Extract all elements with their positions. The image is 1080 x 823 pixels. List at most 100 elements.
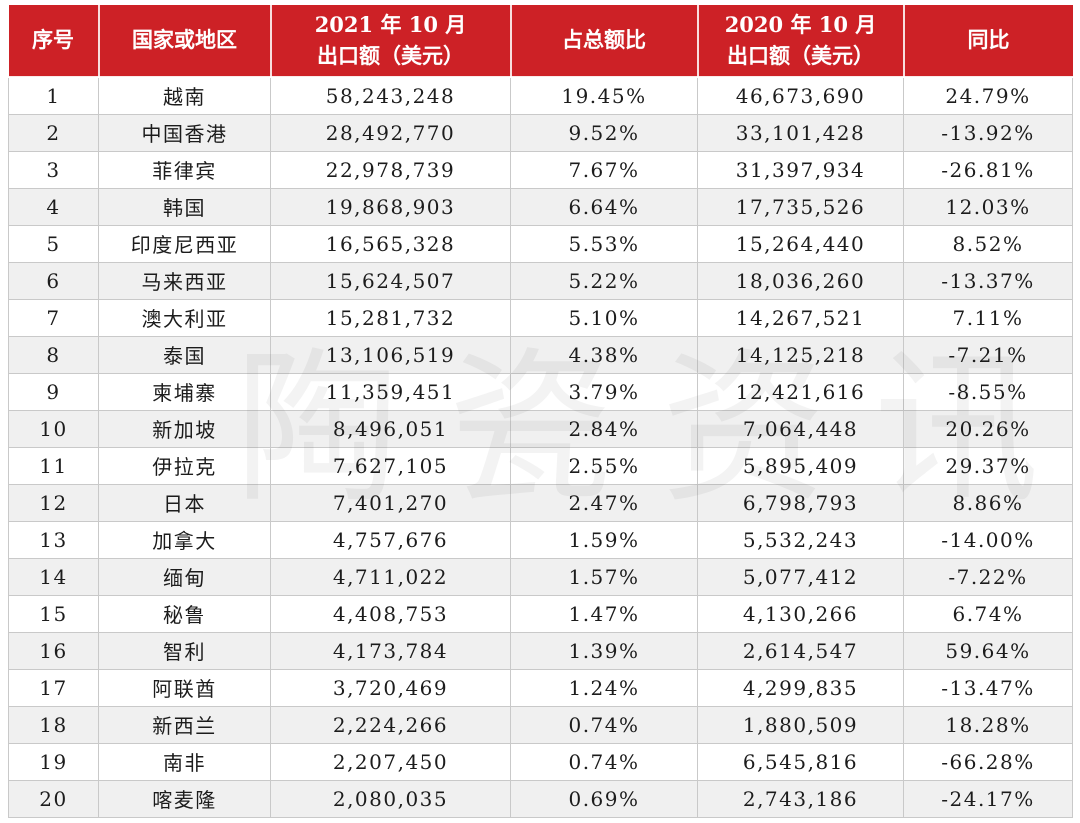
- cell-share: 9.52%: [510, 113, 698, 152]
- cell-export-2020: 6,798,793: [697, 483, 904, 522]
- cell-rank: 8: [8, 335, 99, 374]
- cell-country: 韩国: [98, 187, 271, 226]
- cell-yoy: 29.37%: [903, 446, 1073, 485]
- cell-export-2021: 4,408,753: [270, 594, 511, 633]
- cell-export-2021: 2,224,266: [270, 705, 511, 744]
- table-row: 3 菲律宾 22,978,739 7.67% 31,397,934 -26.81%: [8, 150, 1073, 189]
- cell-country: 智利: [98, 631, 271, 670]
- header-cell-rank: 序号: [8, 5, 100, 78]
- table-row: 12 日本 7,401,270 2.47% 6,798,793 8.86%: [8, 483, 1073, 522]
- cell-rank: 14: [8, 557, 99, 596]
- cell-share: 2.47%: [510, 483, 698, 522]
- cell-country: 日本: [98, 483, 271, 522]
- cell-rank: 11: [8, 446, 99, 485]
- cell-export-2020: 14,267,521: [697, 298, 904, 337]
- cell-export-2020: 33,101,428: [697, 113, 904, 152]
- cell-share: 2.84%: [510, 409, 698, 448]
- header-cell-export-2020-line1: 2020 年 10 月: [724, 12, 877, 38]
- header-cell-share: 占总额比: [510, 5, 699, 78]
- cell-export-2020: 31,397,934: [697, 150, 904, 189]
- cell-export-2020: 2,743,186: [697, 779, 904, 819]
- table-row: 11 伊拉克 7,627,105 2.55% 5,895,409 29.37%: [8, 446, 1073, 485]
- cell-rank: 15: [8, 594, 99, 633]
- cell-yoy: -24.17%: [903, 779, 1073, 819]
- cell-yoy: 12.03%: [903, 187, 1073, 226]
- cell-share: 6.64%: [510, 187, 698, 226]
- cell-export-2021: 2,080,035: [270, 779, 511, 819]
- table-body: 1 越南 58,243,248 19.45% 46,673,690 24.79% 2 中国香港…: [8, 76, 1073, 819]
- header-cell-export-2021: 2021 年 10 月 出口额（美元）: [270, 5, 512, 78]
- cell-yoy: -8.55%: [903, 372, 1073, 411]
- cell-yoy: 24.79%: [903, 76, 1073, 115]
- table-row: 16 智利 4,173,784 1.39% 2,614,547 59.64%: [8, 631, 1073, 670]
- cell-country: 缅甸: [98, 557, 271, 596]
- cell-rank: 9: [8, 372, 99, 411]
- cell-country: 伊拉克: [98, 446, 271, 485]
- cell-country: 马来西亚: [98, 261, 271, 300]
- cell-share: 1.47%: [510, 594, 698, 633]
- cell-yoy: 8.52%: [903, 224, 1073, 263]
- cell-yoy: -13.47%: [903, 668, 1073, 707]
- cell-yoy: 6.74%: [903, 594, 1073, 633]
- cell-export-2020: 18,036,260: [697, 261, 904, 300]
- cell-export-2021: 58,243,248: [270, 76, 511, 115]
- table-row: 19 南非 2,207,450 0.74% 6,545,816 -66.28%: [8, 742, 1073, 781]
- cell-share: 0.74%: [510, 742, 698, 781]
- cell-rank: 10: [8, 409, 99, 448]
- cell-share: 1.24%: [510, 668, 698, 707]
- cell-share: 0.74%: [510, 705, 698, 744]
- table-row: 18 新西兰 2,224,266 0.74% 1,880,509 18.28%: [8, 705, 1073, 744]
- cell-country: 加拿大: [98, 520, 271, 559]
- cell-yoy: -7.21%: [903, 335, 1073, 374]
- cell-export-2021: 2,207,450: [270, 742, 511, 781]
- cell-export-2020: 1,880,509: [697, 705, 904, 744]
- table-row: 15 秘鲁 4,408,753 1.47% 4,130,266 6.74%: [8, 594, 1073, 633]
- cell-country: 新西兰: [98, 705, 271, 744]
- cell-share: 1.59%: [510, 520, 698, 559]
- cell-export-2021: 15,624,507: [270, 261, 511, 300]
- cell-share: 3.79%: [510, 372, 698, 411]
- header-cell-yoy: 同比: [903, 5, 1073, 78]
- cell-export-2021: 28,492,770: [270, 113, 511, 152]
- table-row: 10 新加坡 8,496,051 2.84% 7,064,448 20.26%: [8, 409, 1073, 448]
- table-row: 4 韩国 19,868,903 6.64% 17,735,526 12.03%: [8, 187, 1073, 226]
- cell-yoy: 8.86%: [903, 483, 1073, 522]
- cell-country: 南非: [98, 742, 271, 781]
- cell-export-2021: 16,565,328: [270, 224, 511, 263]
- cell-yoy: -7.22%: [903, 557, 1073, 596]
- cell-share: 19.45%: [510, 76, 698, 115]
- cell-rank: 3: [8, 150, 99, 189]
- cell-export-2020: 5,532,243: [697, 520, 904, 559]
- cell-export-2020: 12,421,616: [697, 372, 904, 411]
- cell-rank: 13: [8, 520, 99, 559]
- cell-rank: 7: [8, 298, 99, 337]
- cell-export-2021: 7,627,105: [270, 446, 511, 485]
- table-row: 1 越南 58,243,248 19.45% 46,673,690 24.79%: [8, 76, 1073, 115]
- cell-rank: 6: [8, 261, 99, 300]
- cell-share: 5.53%: [510, 224, 698, 263]
- header-cell-country: 国家或地区: [98, 5, 272, 78]
- cell-country: 阿联酋: [98, 668, 271, 707]
- cell-yoy: 7.11%: [903, 298, 1073, 337]
- table-row: 9 柬埔寨 11,359,451 3.79% 12,421,616 -8.55%: [8, 372, 1073, 411]
- cell-yoy: -13.37%: [903, 261, 1073, 300]
- cell-share: 2.55%: [510, 446, 698, 485]
- cell-export-2021: 22,978,739: [270, 150, 511, 189]
- cell-rank: 16: [8, 631, 99, 670]
- header-cell-export-2020-line2: 出口额（美元）: [727, 42, 874, 68]
- export-table: 序号 国家或地区 2021 年 10 月 出口额（美元） 占总额比 2020 年…: [8, 5, 1073, 819]
- cell-export-2021: 15,281,732: [270, 298, 511, 337]
- table-row: 7 澳大利亚 15,281,732 5.10% 14,267,521 7.11%: [8, 298, 1073, 337]
- cell-export-2021: 19,868,903: [270, 187, 511, 226]
- table-row: 17 阿联酋 3,720,469 1.24% 4,299,835 -13.47%: [8, 668, 1073, 707]
- table-row: 6 马来西亚 15,624,507 5.22% 18,036,260 -13.37%: [8, 261, 1073, 300]
- cell-share: 0.69%: [510, 779, 698, 819]
- cell-share: 7.67%: [510, 150, 698, 189]
- header-row: 序号 国家或地区 2021 年 10 月 出口额（美元） 占总额比 2020 年…: [8, 5, 1073, 78]
- cell-share: 1.39%: [510, 631, 698, 670]
- table-header: 序号 国家或地区 2021 年 10 月 出口额（美元） 占总额比 2020 年…: [8, 5, 1073, 78]
- cell-export-2020: 2,614,547: [697, 631, 904, 670]
- cell-export-2021: 13,106,519: [270, 335, 511, 374]
- table-row: 14 缅甸 4,711,022 1.57% 5,077,412 -7.22%: [8, 557, 1073, 596]
